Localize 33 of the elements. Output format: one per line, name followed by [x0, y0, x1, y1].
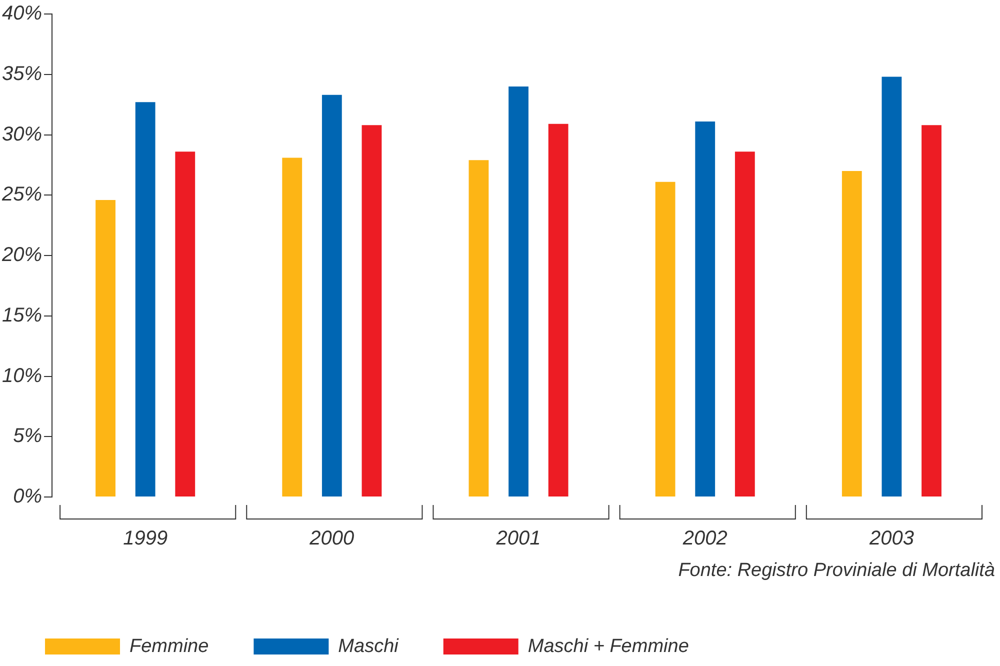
- y-tick-label: 30%: [2, 123, 42, 146]
- x-tick-label: 1999: [123, 528, 168, 550]
- bar: [135, 102, 156, 496]
- bar: [882, 76, 902, 496]
- bar: [922, 125, 942, 496]
- y-tick-label: 20%: [1, 244, 42, 266]
- bar: [468, 160, 489, 496]
- legend-label: Maschi: [338, 636, 400, 657]
- x-tick-label: 2003: [868, 528, 914, 550]
- y-tick-label: 40%: [2, 2, 42, 25]
- source-note: Fonte: Registro Proviniale di Mortalità: [678, 560, 995, 581]
- bar: [548, 124, 568, 496]
- bar: [695, 121, 716, 496]
- bar: [282, 158, 302, 496]
- legend-label: Maschi + Femmine: [528, 636, 689, 657]
- y-tick-label: 25%: [1, 184, 42, 206]
- y-tick-label: 15%: [2, 304, 42, 326]
- legend-label: Femmine: [130, 636, 209, 657]
- y-tick-label: 10%: [2, 364, 42, 387]
- bar: [96, 200, 116, 496]
- y-tick-label: 35%: [2, 62, 42, 85]
- bar: [322, 94, 342, 496]
- y-tick-label: 5%: [13, 425, 42, 448]
- bar: [362, 125, 382, 496]
- bar: [734, 152, 755, 496]
- bar: [175, 152, 196, 496]
- x-tick-label: 2001: [495, 528, 541, 550]
- bar: [655, 182, 676, 496]
- bar: [508, 86, 528, 496]
- bar: [842, 170, 862, 496]
- x-tick-label: 2000: [308, 528, 354, 550]
- x-tick-label: 2002: [682, 528, 728, 550]
- y-tick-label: 0%: [13, 486, 42, 508]
